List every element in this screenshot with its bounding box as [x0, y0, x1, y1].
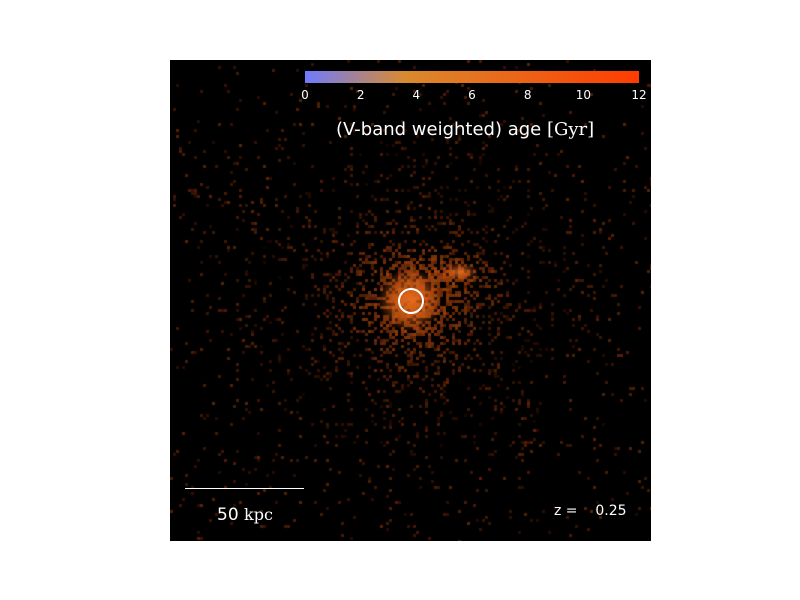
colorbar-tick-label: 10: [575, 88, 591, 102]
scale-bar-label: 50 kpc: [217, 505, 273, 525]
redshift-value: 0.25: [595, 503, 627, 519]
colorbar-tick-label: 6: [468, 88, 476, 102]
colorbar-tick-label: 4: [412, 88, 421, 102]
aperture-circle: [398, 288, 424, 314]
scale-bar: [185, 488, 304, 489]
colorbar-tick-label: 8: [523, 88, 532, 102]
age-map-panel: 0 2 4 6 8 10 12 (V-band weighted) age [Gyr] 50…: [170, 60, 651, 541]
colorbar-title-unit: [Gyr]: [546, 119, 595, 140]
colorbar-title: (V-band weighted) age [Gyr]: [336, 120, 594, 140]
scale-bar-unit: kpc: [244, 505, 273, 524]
colorbar-tick-label: 0: [301, 88, 309, 102]
colorbar: [305, 71, 639, 83]
colorbar-title-text: (V-band weighted) age: [336, 119, 547, 140]
scale-bar-value: 50: [217, 505, 239, 525]
colorbar-tick-label: 12: [631, 88, 647, 102]
redshift-prefix: z =: [554, 503, 578, 519]
redshift-label: z = 0.25: [554, 503, 627, 519]
colorbar-tick-label: 2: [356, 88, 365, 102]
